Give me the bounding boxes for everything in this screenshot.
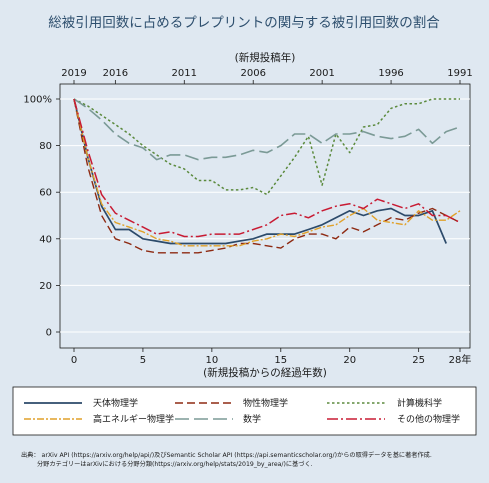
x-tick-label-28: 28年 [449, 353, 472, 366]
source-note-line-1: 出典： arXiv API (https://arxiv.org/help/ap… [21, 451, 432, 459]
y-tick-label-60: 60 [39, 188, 52, 199]
y-tick-label-20: 20 [39, 281, 52, 292]
series-line-6 [73, 98, 461, 238]
top-tick-label-1996: 1996 [378, 68, 403, 79]
series-line-3 [73, 98, 460, 196]
y-tick-label-80: 80 [39, 141, 52, 152]
legend-label-4: 高エネルギー物理学 [93, 413, 174, 425]
x-tick-label-0: 0 [71, 355, 77, 366]
legend-label-6: その他の物理学 [397, 413, 460, 425]
plot-area [59, 83, 471, 349]
x-tick-label-10: 10 [205, 355, 218, 366]
top-axis-label: (新規投稿年) [235, 51, 296, 64]
x-tick-label-15: 15 [274, 355, 287, 366]
top-tick-label-2001: 2001 [309, 68, 334, 79]
x-tick-label-20: 20 [343, 355, 356, 366]
series-line-1 [73, 98, 447, 245]
top-tick-label-2011: 2011 [172, 68, 197, 79]
top-tick-label-2016: 2016 [103, 68, 128, 79]
top-tick-label-2019: 2019 [61, 68, 86, 79]
x-axis-label: (新規投稿からの経過年数) [203, 366, 327, 379]
top-tick-label-2006: 2006 [240, 68, 265, 79]
legend-box [12, 386, 477, 436]
series-line-5 [73, 98, 461, 161]
top-tick-label-1991: 1991 [447, 68, 472, 79]
legend-label-3: 計算機科学 [397, 397, 442, 409]
legend-label-5: 数学 [243, 413, 261, 425]
legend-label-1: 天体物理学 [93, 397, 138, 409]
legend-label-2: 物性物理学 [243, 397, 288, 409]
series-line-4 [73, 98, 461, 247]
chart-title: 総被引用回数に占めるプレプリントの関与する被引用回数の割合 [48, 14, 440, 31]
x-tick-label-25: 25 [412, 355, 425, 366]
y-tick-label-100: 100% [23, 95, 52, 106]
source-note-line-2: 分野カテゴリーはarXivにおける分野分類(https://arxiv.org/… [37, 460, 313, 468]
y-tick-label-0: 0 [46, 328, 52, 339]
x-tick-label-5: 5 [140, 355, 146, 366]
series-line-2 [73, 98, 461, 254]
y-tick-label-40: 40 [39, 234, 52, 245]
